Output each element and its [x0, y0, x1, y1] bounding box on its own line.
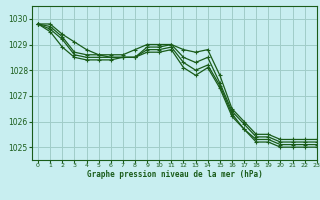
X-axis label: Graphe pression niveau de la mer (hPa): Graphe pression niveau de la mer (hPa) — [86, 170, 262, 179]
